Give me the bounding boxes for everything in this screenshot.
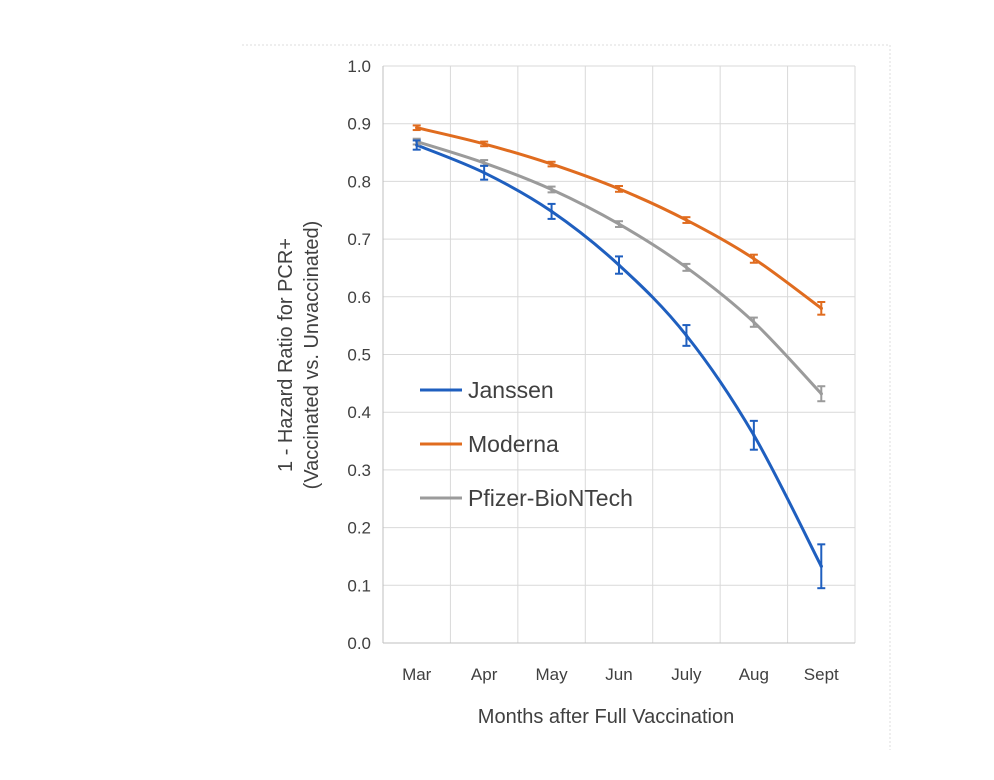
- y-tick-label-0.8: 0.8: [347, 172, 371, 191]
- janssen-point-aug: [752, 433, 756, 437]
- y-tick-label-0.3: 0.3: [347, 461, 371, 480]
- moderna-line: [415, 126, 823, 310]
- legend-label-moderna: Moderna: [468, 431, 559, 457]
- pfizer-biontech-point-apr: [482, 161, 486, 165]
- moderna-point-apr: [482, 142, 486, 146]
- moderna-error-bar-mar: [412, 124, 421, 132]
- janssen-error-bar-mar: [412, 139, 421, 151]
- janssen-point-sept: [819, 564, 823, 568]
- janssen-error-bar-sept: [817, 543, 826, 590]
- y-tick-label-0.2: 0.2: [347, 519, 371, 538]
- y-tick-label-0.1: 0.1: [347, 576, 371, 595]
- pfizer-biontech-point-jun: [617, 222, 621, 226]
- pfizer-biontech-point-sept: [819, 392, 823, 396]
- janssen-error-bar-jun: [615, 255, 623, 275]
- y-tick-label-0.4: 0.4: [347, 403, 371, 422]
- x-tick-label-aug: Aug: [739, 665, 769, 684]
- janssen-error-bar-apr: [480, 164, 489, 181]
- legend-label-pfizer-biontech: Pfizer-BioNTech: [468, 485, 633, 511]
- pfizer-biontech-point-may: [549, 187, 554, 192]
- x-tick-label-jun: Jun: [605, 665, 632, 684]
- pfizer-biontech-error-bar-may: [547, 185, 556, 194]
- janssen-error-bar-may: [547, 202, 556, 220]
- moderna-error-bar-july: [682, 216, 691, 224]
- moderna-error-bar-may: [547, 160, 556, 168]
- janssen-point-may: [549, 209, 554, 214]
- y-tick-label-0.7: 0.7: [347, 230, 371, 249]
- pfizer-biontech-point-july: [684, 265, 689, 269]
- axes: [382, 66, 855, 644]
- y-tick-label-1.0: 1.0: [347, 57, 371, 76]
- x-tick-label-july: July: [671, 665, 702, 684]
- moderna-point-sept: [819, 306, 823, 310]
- y-tick-label-0.0: 0.0: [347, 634, 371, 653]
- janssen-line: [415, 143, 823, 568]
- x-tick-labels: Mar Apr May Jun July Aug Sept: [402, 665, 839, 684]
- x-tick-label-apr: Apr: [471, 665, 498, 684]
- moderna-point-may: [549, 162, 554, 166]
- y-tick-label-0.5: 0.5: [347, 346, 371, 365]
- y-axis-title-line-2: (Vaccinated vs. Unvaccinated): [301, 221, 323, 490]
- janssen-point-jun: [617, 263, 621, 267]
- x-tick-label-sept: Sept: [804, 665, 839, 684]
- janssen-point-mar: [415, 143, 419, 147]
- y-tick-labels: 0.0 0.1 0.2 0.3 0.4 0.5 0.6 0.7 0.8 0.9 1.0: [347, 57, 371, 653]
- moderna-point-jun: [617, 187, 621, 191]
- y-axis-title-line-1: 1 - Hazard Ratio for PCR+: [275, 238, 297, 472]
- y-tick-label-0.6: 0.6: [347, 288, 371, 307]
- pfizer-biontech-error-bar-july: [682, 262, 691, 272]
- pfizer-biontech-error-bar-sept: [817, 385, 826, 403]
- x-tick-label-may: May: [536, 665, 569, 684]
- y-tick-label-0.9: 0.9: [347, 115, 371, 134]
- moderna-point-july: [684, 218, 689, 222]
- janssen-error-bar-aug: [749, 419, 758, 451]
- moderna-point-mar: [415, 126, 419, 130]
- moderna-point-aug: [752, 257, 756, 261]
- gridlines: [383, 65, 856, 643]
- x-axis-title: Months after Full Vaccination: [478, 706, 734, 728]
- moderna-error-bar-sept: [817, 300, 826, 316]
- moderna-error-bar-aug: [749, 253, 758, 264]
- pfizer-biontech-error-bar-jun: [615, 220, 623, 228]
- moderna-error-bar-apr: [480, 140, 489, 148]
- pfizer-biontech-point-aug: [752, 320, 756, 324]
- x-tick-label-mar: Mar: [402, 665, 432, 684]
- pfizer-biontech-error-bar-aug: [749, 316, 758, 328]
- moderna-error-bar-jun: [615, 185, 623, 193]
- janssen-point-apr: [482, 171, 486, 175]
- janssen-point-july: [684, 333, 689, 338]
- error-bars: [412, 124, 826, 590]
- legend-label-janssen: Janssen: [468, 377, 554, 403]
- legend: Janssen Moderna Pfizer-BioNTech: [420, 377, 633, 511]
- janssen-error-bar-july: [682, 324, 691, 347]
